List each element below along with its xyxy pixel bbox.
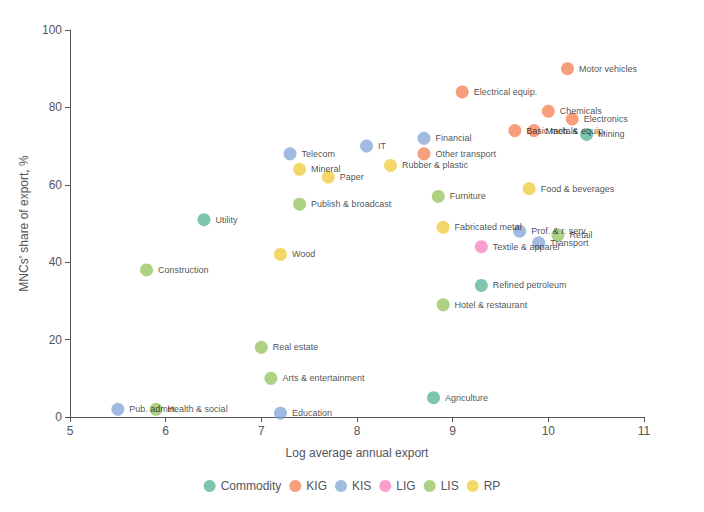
svg-text:9: 9 — [449, 424, 456, 438]
svg-text:Electronics: Electronics — [584, 114, 629, 124]
svg-text:100: 100 — [42, 23, 62, 37]
svg-text:Furniture: Furniture — [450, 191, 486, 201]
svg-text:Pub. admin.: Pub. admin. — [129, 404, 178, 415]
svg-text:80: 80 — [49, 100, 63, 114]
svg-text:Electrical equip.: Electrical equip. — [474, 87, 538, 97]
svg-text:Construction: Construction — [158, 265, 209, 275]
svg-text:KIS: KIS — [352, 479, 371, 493]
svg-text:Mining: Mining — [598, 129, 625, 140]
svg-text:Telecom: Telecom — [302, 149, 336, 159]
svg-text:LIG: LIG — [396, 479, 415, 493]
svg-text:Real estate: Real estate — [273, 342, 319, 352]
svg-text:Paper: Paper — [340, 172, 364, 182]
svg-text:Basic metals: Basic metals — [526, 126, 578, 136]
svg-text:Wood: Wood — [292, 249, 315, 259]
svg-text:LIS: LIS — [441, 479, 459, 493]
svg-text:Hotel & restaurant: Hotel & restaurant — [455, 300, 528, 310]
svg-text:5: 5 — [67, 424, 74, 438]
svg-text:7: 7 — [258, 424, 265, 438]
svg-text:IT: IT — [378, 141, 387, 151]
svg-text:RP: RP — [484, 479, 501, 493]
svg-text:Health & social: Health & social — [168, 404, 228, 414]
svg-text:Refined petroleum: Refined petroleum — [493, 280, 567, 290]
svg-text:0: 0 — [55, 410, 62, 424]
svg-text:8: 8 — [354, 424, 361, 438]
svg-text:Retail: Retail — [569, 230, 592, 240]
svg-text:Mineral: Mineral — [311, 164, 341, 174]
svg-text:Log average annual export: Log average annual export — [286, 446, 429, 460]
svg-text:Arts & entertainment: Arts & entertainment — [282, 373, 365, 383]
svg-text:Fabricated metal: Fabricated metal — [455, 222, 522, 232]
svg-text:Commodity: Commodity — [221, 479, 282, 493]
svg-text:Textile & apparel: Textile & apparel — [493, 242, 560, 252]
svg-text:Agriculture: Agriculture — [445, 393, 488, 403]
svg-text:10: 10 — [542, 424, 556, 438]
svg-text:Utility: Utility — [215, 215, 237, 225]
svg-text:Prof. & r. serv.: Prof. & r. serv. — [531, 226, 588, 237]
svg-text:11: 11 — [638, 424, 651, 438]
svg-text:Other transport: Other transport — [435, 149, 496, 159]
svg-text:Publish & broadcast: Publish & broadcast — [311, 199, 392, 209]
svg-text:20: 20 — [49, 333, 63, 347]
svg-text:40: 40 — [49, 255, 63, 269]
svg-text:MNCs' share of export, %: MNCs' share of export, % — [17, 155, 31, 292]
svg-text:6: 6 — [162, 424, 169, 438]
svg-text:Motor vehicles: Motor vehicles — [579, 64, 638, 74]
svg-text:60: 60 — [49, 178, 63, 192]
svg-text:Chemicals: Chemicals — [559, 106, 602, 117]
svg-text:KIG: KIG — [306, 479, 327, 493]
svg-text:Financial: Financial — [435, 133, 471, 143]
svg-text:Food & beverages: Food & beverages — [541, 184, 615, 194]
svg-text:Education: Education — [292, 408, 332, 418]
svg-text:Rubber & plastic: Rubber & plastic — [402, 160, 469, 170]
